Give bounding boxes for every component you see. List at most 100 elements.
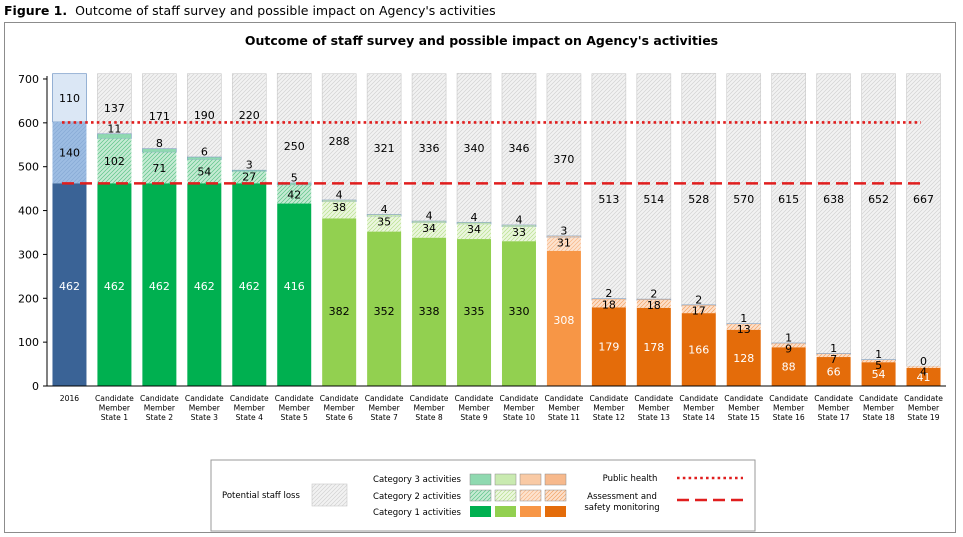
data-label-potential-loss: 513 xyxy=(598,193,619,206)
data-label-potential-loss: 288 xyxy=(329,135,350,148)
data-label-category-1: 330 xyxy=(508,305,529,318)
bar-potential-loss xyxy=(591,73,627,300)
x-tick-label: Candidate xyxy=(95,394,134,403)
legend-swatch-category-3 xyxy=(469,473,492,486)
x-tick-label: State 6 xyxy=(325,413,353,422)
data-label-category-2: 54 xyxy=(197,166,211,179)
data-label-category-2: 71 xyxy=(152,162,166,175)
x-tick-label: Member xyxy=(548,404,580,413)
data-label-category-2: 13 xyxy=(737,323,751,336)
bar-category-1 xyxy=(412,237,447,386)
data-label-category-3: 1 xyxy=(740,312,747,325)
x-tick-label: State 17 xyxy=(818,413,850,422)
data-label-category-2: 102 xyxy=(104,155,125,168)
y-tick-label: 200 xyxy=(18,292,39,305)
x-tick-label: Candidate xyxy=(185,394,224,403)
legend-label-category-2: Category 2 activities xyxy=(373,492,462,502)
legend-label-assessment-2: safety monitoring xyxy=(584,503,659,513)
x-tick-label: Member xyxy=(773,404,805,413)
x-tick-label: Member xyxy=(638,404,670,413)
x-tick-label: State 11 xyxy=(548,413,580,422)
bar-category-2 xyxy=(367,216,402,232)
bar-category-1 xyxy=(142,183,177,386)
data-label-potential-loss: 514 xyxy=(643,193,664,206)
y-tick-label: 500 xyxy=(18,161,39,174)
bar-category-1 xyxy=(52,183,87,386)
bar-category-1 xyxy=(232,183,267,386)
legend-label-assessment-1: Assessment and xyxy=(587,492,657,502)
legend-swatch-category-1 xyxy=(470,506,491,517)
data-label-potential-loss: 340 xyxy=(464,142,485,155)
bar-category-1 xyxy=(816,357,851,386)
legend: Potential staff loss Category 3 activitie… xyxy=(210,459,756,532)
x-tick-label: Member xyxy=(683,404,715,413)
bar-category-2 xyxy=(591,299,626,308)
bar-category-1 xyxy=(726,329,761,386)
x-tick-label: Candidate xyxy=(545,394,584,403)
x-tick-label: Member xyxy=(144,404,176,413)
data-label-category-1: 462 xyxy=(59,280,80,293)
bar-potential-loss xyxy=(636,73,672,300)
data-label-potential-loss: 570 xyxy=(733,193,754,206)
bar-category-1 xyxy=(546,250,581,386)
bar-category-2 xyxy=(277,185,312,204)
x-tick-label: Member xyxy=(279,404,311,413)
bar-category-1 xyxy=(457,239,492,386)
data-label-category-3: 2 xyxy=(650,288,657,301)
data-label-category-2: 17 xyxy=(692,305,706,318)
x-tick-label: Member xyxy=(503,404,535,413)
data-label-category-2: 42 xyxy=(287,188,301,201)
bar-potential-loss xyxy=(771,72,806,344)
bar-potential-loss xyxy=(366,73,402,215)
x-tick-label: Member xyxy=(593,404,625,413)
bar-category-2 xyxy=(412,222,447,238)
x-tick-label: Candidate xyxy=(365,394,404,403)
data-label-potential-loss: 667 xyxy=(913,193,934,206)
data-label-category-2: 9 xyxy=(785,342,792,355)
x-tick-label: Candidate xyxy=(275,394,314,403)
x-tick-label: Candidate xyxy=(814,394,853,403)
data-label-category-2: 18 xyxy=(602,299,616,312)
data-label-category-3: 5 xyxy=(291,171,298,184)
data-label-category-3: 3 xyxy=(560,224,567,237)
x-tick-label: Candidate xyxy=(455,394,494,403)
bar-category-3 xyxy=(411,220,447,224)
data-label-category-3: 1 xyxy=(785,332,792,345)
bar-category-2 xyxy=(457,224,492,240)
x-tick-label: State 13 xyxy=(638,413,670,422)
bar-category-1 xyxy=(501,241,536,386)
x-tick-label: Candidate xyxy=(230,394,269,403)
bar-potential-loss xyxy=(906,73,941,367)
x-tick-label: State 3 xyxy=(191,413,219,422)
data-label-category-3: 8 xyxy=(156,137,163,150)
x-tick-label: State 4 xyxy=(236,413,264,422)
data-label-category-1: 462 xyxy=(104,280,125,293)
bar-potential-loss xyxy=(501,72,537,226)
data-label-category-2: 18 xyxy=(647,299,661,312)
bar-category-2 xyxy=(681,305,716,314)
data-label-potential-loss: 336 xyxy=(419,142,440,155)
bar-category-1 xyxy=(187,183,222,386)
bar-category-1 xyxy=(591,307,626,386)
x-tick-label: Candidate xyxy=(410,394,449,403)
bar-category-1 xyxy=(97,183,132,386)
data-label-category-3: 6 xyxy=(201,146,208,159)
legend-swatch-category-1 xyxy=(495,506,516,517)
data-label-category-1: 54 xyxy=(872,368,886,381)
data-label-category-3: 4 xyxy=(426,210,433,223)
bar-category-2 xyxy=(726,324,761,330)
data-label-category-2: 27 xyxy=(242,171,256,184)
data-label-category-2: 4 xyxy=(920,365,927,378)
x-tick-label: Member xyxy=(99,404,131,413)
bar-category-1 xyxy=(906,368,941,386)
x-tick-label: Member xyxy=(863,404,895,413)
bar-potential-loss xyxy=(456,72,492,223)
bar-category-2 xyxy=(501,226,536,242)
bar-category-2 xyxy=(636,300,671,308)
bar-category-2 xyxy=(52,121,87,184)
x-tick-label: State 18 xyxy=(862,413,894,422)
chart-title: Outcome of staff survey and possible imp… xyxy=(244,33,719,48)
bar-category-2 xyxy=(546,237,581,251)
data-label-category-2: 34 xyxy=(467,223,481,236)
data-label-potential-loss: 652 xyxy=(868,193,889,206)
